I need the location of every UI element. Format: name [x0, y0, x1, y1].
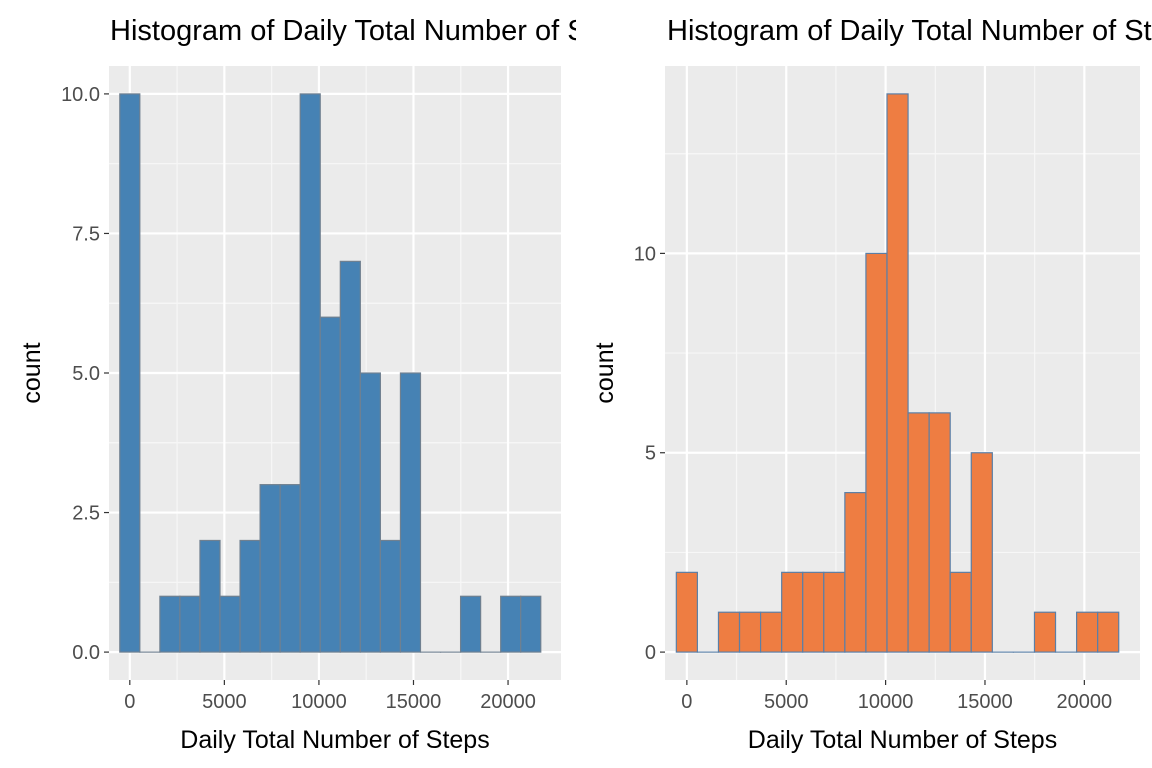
bars [675, 93, 1120, 653]
histogram-left: 0 5000 10000 15000 20000 0.0 2.5 5.0 7.5 10.0 Hist… [18, 15, 576, 754]
y-axis-ticks: 0 5 10 [634, 243, 665, 664]
histogram-bar [970, 452, 993, 653]
histogram-bar [928, 412, 951, 653]
y-axis-title: count [18, 342, 46, 403]
x-tick-label: 15000 [386, 691, 442, 713]
histogram-left-svg: 0 5000 10000 15000 20000 0.0 2.5 5.0 7.5 10.0 Hist… [18, 15, 576, 754]
histogram-right: 0 5000 10000 15000 20000 0 5 10 Histogram of Dai… [576, 0, 1152, 768]
histogram-bar [299, 93, 321, 653]
x-tick-label: 10000 [291, 691, 347, 713]
chart-title: Histogram of Daily Total Number of Steps [667, 15, 1152, 47]
histogram-bar [1033, 611, 1057, 653]
x-tick-label: 0 [124, 691, 135, 713]
histogram-bar [279, 484, 301, 653]
histogram-bar [675, 571, 698, 653]
histogram-bar [717, 611, 741, 653]
y-tick-label: 0.0 [72, 642, 100, 664]
x-tick-label: 10000 [858, 691, 914, 713]
histogram-bar [865, 252, 888, 653]
y-tick-label: 0 [645, 642, 656, 664]
histogram-bar [907, 412, 930, 653]
y-axis-title: count [591, 342, 619, 403]
histogram-bar [844, 492, 867, 653]
histogram-bar [823, 571, 846, 653]
x-tick-label: 20000 [480, 691, 536, 713]
x-tick-label: 0 [681, 691, 692, 713]
histogram-bar [738, 611, 762, 653]
histogram-bar [759, 611, 783, 653]
histogram-bar [239, 539, 261, 653]
histogram-bar [379, 539, 402, 653]
y-tick-label: 2.5 [72, 503, 100, 525]
histogram-bar [319, 316, 341, 653]
histogram-bar [520, 595, 542, 653]
histogram-bar [219, 595, 241, 653]
histogram-bar [886, 93, 909, 653]
histogram-bar [179, 595, 201, 653]
x-tick-label: 20000 [1057, 691, 1113, 713]
histogram-bar [399, 372, 422, 653]
histogram-bar [949, 571, 972, 653]
y-tick-label: 10 [634, 243, 656, 265]
histogram-bar [1097, 611, 1120, 653]
x-tick-label: 5000 [764, 691, 809, 713]
histogram-bar [802, 571, 825, 653]
x-axis-title: Daily Total Number of Steps [180, 726, 489, 754]
y-tick-label: 10.0 [61, 84, 100, 106]
histogram-bar [259, 484, 281, 653]
x-axis-ticks: 0 5000 10000 15000 20000 [124, 680, 536, 713]
y-tick-label: 5.0 [72, 363, 100, 385]
x-axis-title: Daily Total Number of Steps [748, 726, 1057, 754]
histogram-bar [1076, 611, 1099, 653]
histogram-bar [159, 595, 181, 653]
y-tick-label: 5 [645, 443, 656, 465]
histogram-right-svg: 0 5000 10000 15000 20000 0 5 10 Histogram of Dai… [591, 15, 1152, 754]
histogram-bar [459, 595, 482, 653]
histogram-bar [781, 571, 804, 653]
histogram-bar [119, 93, 141, 653]
histogram-bar [339, 260, 361, 653]
x-axis-ticks: 0 5000 10000 15000 20000 [681, 680, 1112, 713]
x-tick-label: 15000 [957, 691, 1013, 713]
histogram-bar [359, 372, 381, 653]
histogram-bar [199, 539, 221, 653]
x-tick-label: 5000 [202, 691, 247, 713]
y-axis-ticks: 0.0 2.5 5.0 7.5 10.0 [61, 84, 109, 664]
bars [119, 93, 542, 653]
chart-title: Histogram of Daily Total Number of Steps [110, 15, 576, 47]
y-tick-label: 7.5 [72, 223, 100, 245]
histogram-bar [500, 595, 522, 653]
